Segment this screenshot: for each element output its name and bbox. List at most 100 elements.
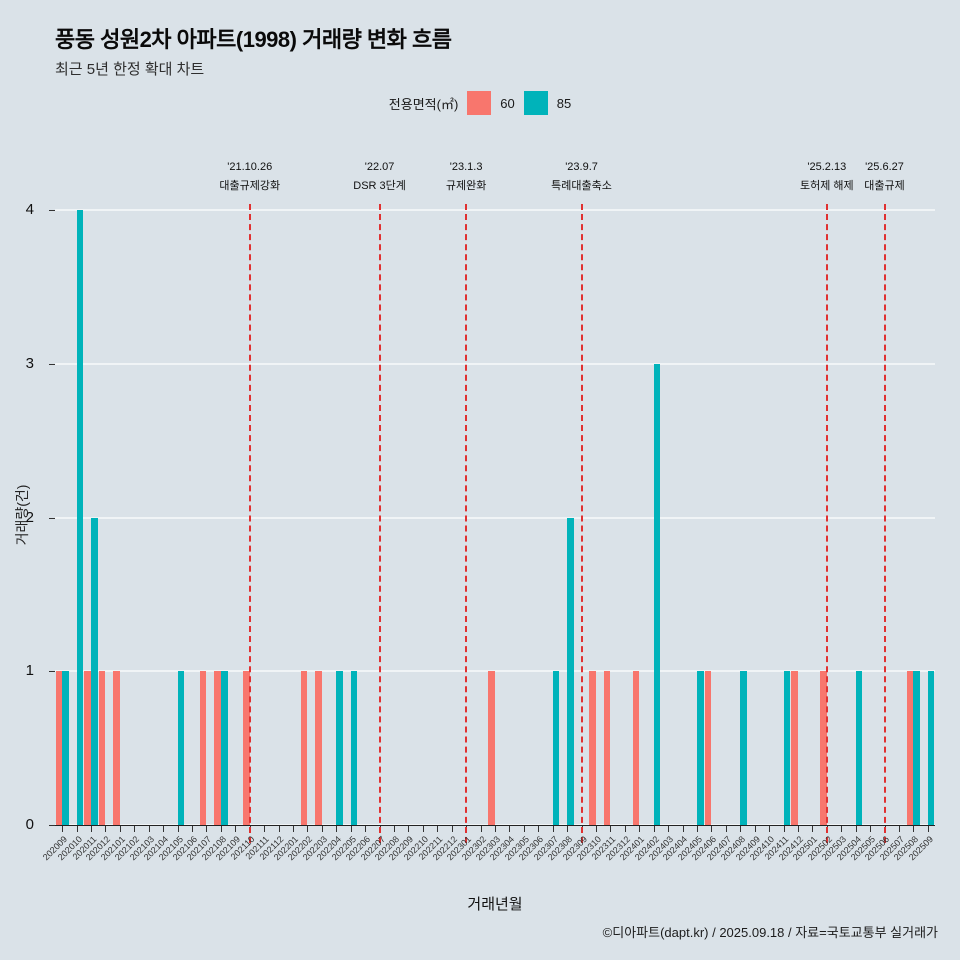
x-tick-labels: 202009 202010 202011 202012 202101 202102 2021… [41, 834, 935, 892]
bar-group-202107 [199, 210, 213, 825]
bar-group-202202 [300, 210, 314, 825]
event-annotation-202502: '25.2.13 토허제 해제 [800, 162, 854, 192]
bar-group-202501 [805, 210, 819, 825]
event-label-202309: 특례대출축소 [551, 180, 612, 192]
bar-group-202509 [921, 210, 935, 825]
bar-85-202504 [855, 671, 863, 825]
bar-group-202408 [733, 210, 747, 825]
event-line-202110 [248, 204, 251, 843]
x-tick-202411 [783, 825, 785, 832]
bar-group-202311 [603, 210, 617, 825]
bar-group-202503 [834, 210, 848, 825]
bar-group-202305 [517, 210, 531, 825]
bar-85-202405 [696, 671, 704, 825]
x-tick-202310 [595, 825, 597, 832]
bar-group-202502 [820, 210, 834, 825]
bar-group-202412 [791, 210, 805, 825]
bar-85-202402 [653, 363, 661, 825]
bar-85-202205 [350, 671, 358, 825]
event-label-202502: 토허제 해제 [799, 180, 854, 192]
x-tick-202304 [509, 825, 511, 832]
plot-area [49, 204, 935, 843]
legend-label-85: 85 [556, 95, 572, 111]
y-tick-mark-1 [49, 671, 55, 673]
x-tick-202109 [235, 825, 237, 832]
x-tick-202409 [754, 825, 756, 832]
bar-60-202310 [589, 671, 596, 825]
x-tick-202108 [220, 825, 222, 832]
bar-group-202405 [690, 210, 704, 825]
bar-60-202108 [214, 671, 221, 825]
x-tick-202203 [321, 825, 323, 832]
x-tick-202410 [769, 825, 771, 832]
x-tick-202212 [451, 825, 453, 832]
y-tick-mark-2 [49, 517, 55, 519]
bar-60-202311 [603, 671, 611, 825]
bar-60-202401 [632, 671, 640, 825]
bar-85-202204 [336, 671, 343, 825]
bar-group-202403 [661, 210, 675, 825]
y-tick-label-1: 1 [25, 662, 34, 680]
bar-group-202012 [98, 210, 112, 825]
bar-group-202404 [675, 210, 689, 825]
x-tick-202205 [350, 825, 352, 832]
bar-group-202205 [344, 210, 358, 825]
bar-group-202411 [776, 210, 791, 825]
bar-group-202212 [445, 210, 459, 825]
bar-60-202406 [704, 671, 712, 825]
event-annotation-202309: '23.9.7 특례대출축소 [551, 162, 612, 192]
legend: 전용면적(㎡) 60 85 [0, 90, 960, 116]
bar-85-202009 [62, 671, 69, 825]
x-tick-202307 [552, 825, 554, 832]
bar-85-202411 [783, 671, 791, 825]
gridline-4 [55, 209, 935, 211]
x-tick-202012 [105, 825, 107, 832]
y-tick-label-2: 2 [25, 508, 34, 526]
x-tick-202204 [336, 825, 338, 832]
bar-85-202105 [177, 671, 185, 825]
x-tick-202505 [870, 825, 872, 832]
bar-85-202408 [740, 671, 747, 825]
bar-group-202208 [387, 210, 401, 825]
bar-60-202107 [199, 671, 207, 825]
bar-group-202308 [560, 210, 574, 825]
x-tick-202011 [91, 825, 93, 832]
event-annotation-202110: '21.10.26 대출규제강화 [219, 162, 280, 192]
x-tick-202504 [855, 825, 857, 832]
bar-group-202508 [906, 210, 920, 825]
page-title: 풍동 성원2차 아파트(1998) 거래량 변화 흐름 [55, 27, 452, 52]
bar-group-202402 [646, 210, 661, 825]
bar-group-202009 [55, 210, 69, 825]
x-tick-202111 [264, 825, 266, 832]
gridline-3 [55, 362, 935, 365]
bar-group-202103 [142, 210, 156, 825]
x-tick-202408 [740, 825, 742, 832]
event-date-202502: '25.2.13 [807, 161, 847, 173]
x-tick-202211 [437, 825, 439, 832]
bar-group-202409 [747, 210, 761, 825]
event-date-202207: '22.07 [364, 161, 395, 173]
bar-85-202307 [552, 671, 560, 825]
x-tick-202412 [797, 825, 799, 832]
bar-85-202011 [91, 517, 98, 825]
bar-85-202509 [927, 671, 935, 825]
bar-group-202406 [704, 210, 718, 825]
bar-group-202312 [618, 210, 632, 825]
bar-group-202108 [214, 210, 228, 825]
x-tick-202105 [177, 825, 179, 832]
bar-group-202407 [719, 210, 733, 825]
event-annotation-202506: '25.6.27 대출규제 [864, 162, 904, 192]
y-tick-labels: 0 1 2 3 4 [0, 201, 46, 833]
bar-group-202102 [127, 210, 141, 825]
x-tick-202202 [307, 825, 309, 832]
x-tick-202308 [567, 825, 569, 832]
bar-60-202203 [315, 671, 322, 825]
bar-group-202201 [286, 210, 300, 825]
x-tick-202303 [495, 825, 496, 832]
bar-group-202211 [430, 210, 444, 825]
y-tick-mark-0 [49, 825, 55, 826]
event-annotation-202207: '22.07 DSR 3단계 [353, 162, 406, 192]
bar-group-202307 [545, 210, 560, 825]
event-annotation-202301: '23.1.3 규제완화 [446, 162, 486, 192]
legend-title: 전용면적(㎡) [388, 96, 459, 112]
